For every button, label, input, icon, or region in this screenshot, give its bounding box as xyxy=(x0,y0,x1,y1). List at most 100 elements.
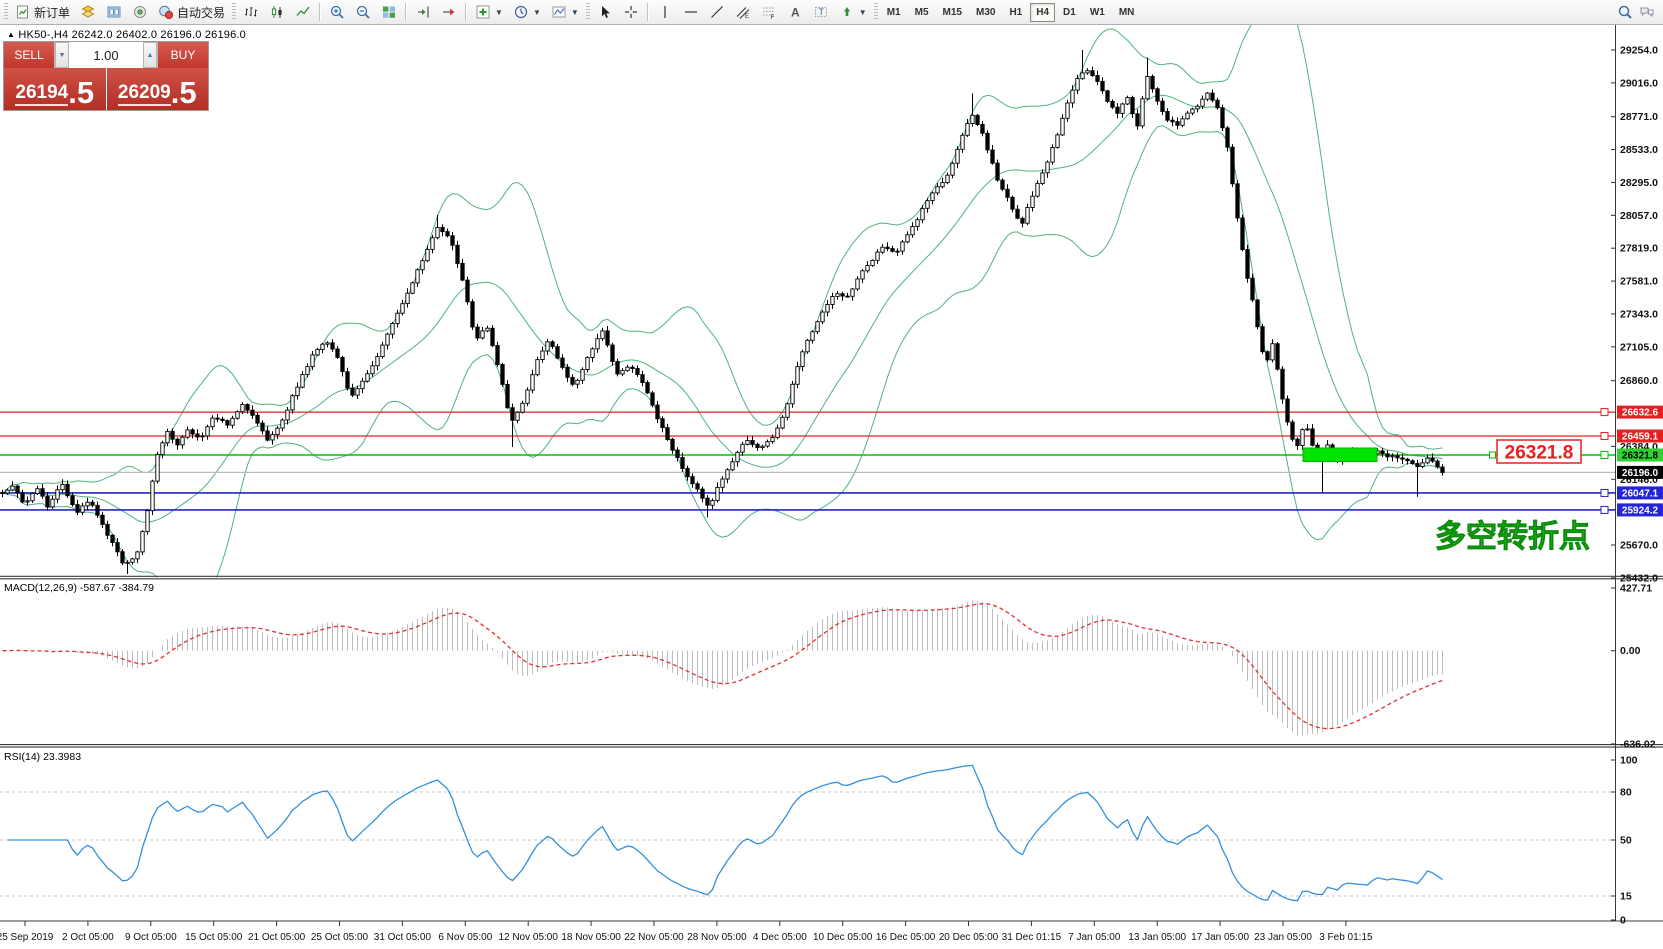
candle xyxy=(1405,458,1410,462)
channel-icon: E xyxy=(735,4,751,20)
one-click-trading-panel: SELL ▼ ▲ BUY 26194.5 26209.5 xyxy=(3,41,209,111)
periods-button[interactable]: ▼ xyxy=(508,2,546,23)
timeframe-button-h1[interactable]: H1 xyxy=(1003,3,1028,22)
candle xyxy=(200,435,205,438)
rsi-axis-label: 0 xyxy=(1620,915,1626,927)
timeframe-button-d1[interactable]: D1 xyxy=(1057,3,1082,22)
sell-price[interactable]: 26194.5 xyxy=(4,68,106,110)
volume-increase-button[interactable]: ▲ xyxy=(143,42,157,68)
timeframe-button-m30[interactable]: M30 xyxy=(970,3,1001,22)
text-tool-button[interactable]: A xyxy=(782,2,808,23)
svg-text:F: F xyxy=(770,14,774,20)
alerts-button[interactable] xyxy=(127,2,153,23)
price-axis-label: 25670.0 xyxy=(1620,540,1658,552)
channel-tool-button[interactable]: E xyxy=(730,2,756,23)
candle xyxy=(725,469,730,480)
toolbar-grip xyxy=(873,3,878,21)
line-chart-button[interactable] xyxy=(290,2,316,23)
candle xyxy=(20,492,25,503)
candle xyxy=(160,442,165,456)
sell-button[interactable]: SELL xyxy=(4,42,54,68)
candle xyxy=(605,330,610,346)
note-annotation[interactable]: 多空转折点 xyxy=(1435,519,1591,555)
candle xyxy=(120,551,125,564)
zoom-out-button[interactable] xyxy=(350,2,376,23)
candle xyxy=(1295,438,1300,446)
line-endpoint-marker[interactable] xyxy=(1489,451,1496,459)
horizontal-line-tool-button[interactable] xyxy=(678,2,704,23)
timeframe-button-h4[interactable]: H4 xyxy=(1030,3,1056,22)
candle xyxy=(800,351,805,367)
chat-icon[interactable] xyxy=(1639,4,1655,20)
candle xyxy=(1025,207,1030,224)
candlestick-button[interactable] xyxy=(264,2,290,23)
cursor-tool-button[interactable] xyxy=(592,2,618,23)
auto-scroll-button[interactable] xyxy=(436,2,462,23)
candle xyxy=(50,498,55,508)
indicators-button[interactable]: ▼ xyxy=(470,2,508,23)
candle xyxy=(40,488,45,497)
text-label-tool-button[interactable]: T xyxy=(808,2,834,23)
chart-shift-button[interactable] xyxy=(410,2,436,23)
candle xyxy=(100,514,105,525)
candle xyxy=(985,132,990,151)
timeframe-button-w1[interactable]: W1 xyxy=(1084,3,1111,22)
buy-button[interactable]: BUY xyxy=(158,42,208,68)
new-order-button[interactable]: 新订单 xyxy=(10,2,75,23)
candle xyxy=(770,437,775,443)
timeframe-button-m1[interactable]: M1 xyxy=(881,3,907,22)
candle xyxy=(1050,146,1055,163)
zoom-out-icon xyxy=(355,4,371,20)
profiles-button[interactable] xyxy=(101,2,127,23)
bar-chart-icon xyxy=(243,4,259,20)
bollinger-upper-band xyxy=(2,25,1443,494)
candle xyxy=(1275,343,1280,370)
candle xyxy=(990,149,995,164)
candle xyxy=(545,341,550,352)
candle xyxy=(1120,103,1125,114)
timeframe-button-m5[interactable]: M5 xyxy=(909,3,935,22)
candle xyxy=(910,226,915,236)
candle xyxy=(890,248,895,252)
vertical-line-tool-button[interactable] xyxy=(652,2,678,23)
templates-button[interactable]: ▼ xyxy=(546,2,584,23)
candle xyxy=(1225,127,1230,148)
macd-axis-label: -636.02 xyxy=(1620,738,1656,750)
candle xyxy=(650,392,655,406)
search-icon[interactable] xyxy=(1617,4,1633,20)
trendline-tool-button[interactable] xyxy=(704,2,730,23)
candle xyxy=(315,348,320,356)
candle xyxy=(825,304,830,313)
timeframe-button-m15[interactable]: M15 xyxy=(937,3,968,22)
zoom-in-button[interactable] xyxy=(324,2,350,23)
price-callout-box[interactable] xyxy=(1496,439,1582,464)
candle xyxy=(1030,195,1035,208)
chevron-down-icon: ▼ xyxy=(570,7,579,17)
autotrade-button[interactable]: 自动交易 xyxy=(153,2,230,23)
candle xyxy=(885,246,890,250)
timeframe-button-mn[interactable]: MN xyxy=(1113,3,1141,22)
candle xyxy=(1255,299,1260,328)
candle xyxy=(595,338,600,350)
candle xyxy=(1115,106,1120,114)
candle xyxy=(635,368,640,375)
candle xyxy=(945,174,950,184)
volume-decrease-button[interactable]: ▼ xyxy=(55,42,69,68)
crosshair-tool-button[interactable] xyxy=(618,2,644,23)
price-tag xyxy=(1617,405,1663,419)
tile-windows-button[interactable] xyxy=(376,2,402,23)
price-axis-label: 28057.0 xyxy=(1620,210,1658,222)
arrows-tool-button[interactable]: ▼ xyxy=(834,2,872,23)
candle xyxy=(1280,368,1285,400)
buy-price[interactable]: 26209.5 xyxy=(106,68,208,110)
fibonacci-tool-button[interactable]: F xyxy=(756,2,782,23)
candle xyxy=(1100,80,1105,92)
candle xyxy=(815,321,820,333)
rsi-axis-label: 50 xyxy=(1620,835,1632,847)
layers-button[interactable] xyxy=(75,2,101,23)
bar-chart-button[interactable] xyxy=(238,2,264,23)
highlight-rectangle[interactable] xyxy=(1302,447,1378,462)
volume-input[interactable] xyxy=(69,42,143,68)
